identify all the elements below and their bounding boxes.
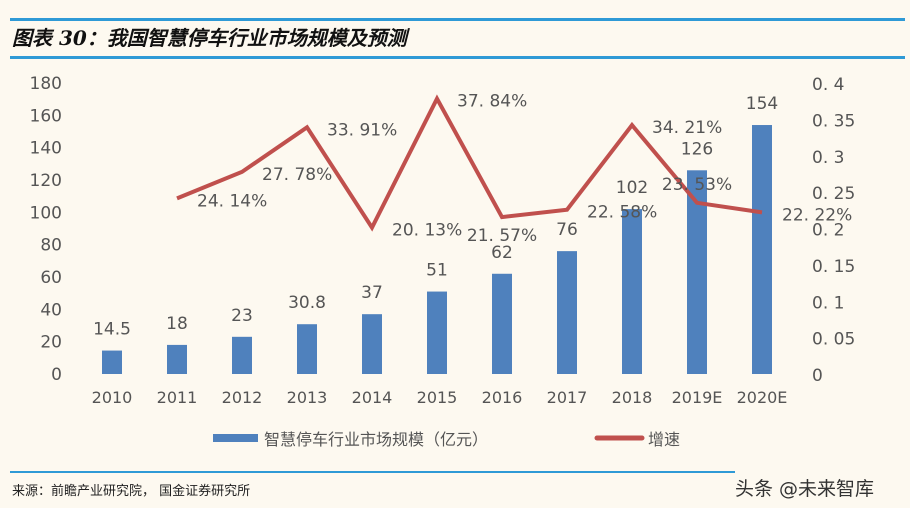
bar-data-label: 126 xyxy=(681,139,713,159)
bar-data-label: 154 xyxy=(746,94,778,114)
x-axis-tick: 2012 xyxy=(222,388,263,407)
bar xyxy=(167,344,187,374)
left-axis-tick: 140 xyxy=(30,139,62,159)
right-axis-tick: 0. 4 xyxy=(812,75,844,95)
line-data-label: 23. 53% xyxy=(662,175,732,195)
bar xyxy=(557,251,577,374)
line-data-label: 24. 14% xyxy=(197,191,267,211)
legend-bar-label: 智慧停车行业市场规模（亿元） xyxy=(264,430,488,449)
left-axis-tick: 60 xyxy=(40,268,62,288)
bar xyxy=(232,336,252,374)
line-data-label: 22. 22% xyxy=(782,205,852,225)
left-axis-tick: 0 xyxy=(51,365,62,385)
x-axis-tick: 2013 xyxy=(287,388,328,407)
bar-data-label: 62 xyxy=(491,243,513,263)
x-axis-tick: 2018 xyxy=(612,388,653,407)
x-axis-tick: 2017 xyxy=(547,388,588,407)
bar-data-label: 14.5 xyxy=(93,320,131,340)
right-axis-tick: 0. 05 xyxy=(812,330,855,350)
left-axis-tick: 120 xyxy=(30,171,62,191)
bar-data-label: 37 xyxy=(361,283,383,303)
line-data-label: 37. 84% xyxy=(457,92,527,112)
line-data-label: 27. 78% xyxy=(262,165,332,185)
right-axis-tick: 0. 3 xyxy=(812,148,844,168)
line-data-label: 21. 57% xyxy=(467,226,537,246)
bar-data-label: 76 xyxy=(556,220,578,240)
bar xyxy=(362,314,382,374)
title-top-rule xyxy=(10,18,905,21)
watermark: 头条 @未来智库 xyxy=(735,478,875,500)
x-axis-tick: 2011 xyxy=(157,388,198,407)
x-axis-tick: 2019E xyxy=(672,388,723,407)
legend-line-label: 增速 xyxy=(648,430,680,449)
chart: 0 20 40 60 80 100 120 140 160 180 0 0. 05 0. 1 0. 15 0… xyxy=(30,74,856,449)
chart-title: 图表 30：我国智慧停车行业市场规模及预测 xyxy=(12,26,407,50)
left-axis-tick: 40 xyxy=(40,300,62,320)
x-axis-tick: 2020E xyxy=(737,388,788,407)
left-axis-tick: 180 xyxy=(30,74,62,94)
right-axis-tick: 0. 15 xyxy=(812,257,855,277)
line-data-label: 33. 91% xyxy=(327,120,397,140)
left-axis-tick: 20 xyxy=(40,333,62,353)
bar xyxy=(752,125,772,375)
line-data-label: 22. 58% xyxy=(587,203,657,223)
bar-data-label: 102 xyxy=(616,178,648,198)
right-axis-tick: 0 xyxy=(812,366,823,386)
title-bottom-rule xyxy=(10,56,905,59)
bar-data-label: 18 xyxy=(166,314,188,334)
bar-data-label: 23 xyxy=(231,306,253,326)
x-axis-tick: 2010 xyxy=(92,388,133,407)
bar xyxy=(622,209,642,374)
bar xyxy=(687,170,707,374)
bar xyxy=(297,324,317,374)
source-note: 来源：前瞻产业研究院， 国金证券研究所 xyxy=(12,484,251,499)
right-axis-tick: 0. 1 xyxy=(812,293,844,313)
x-axis-tick: 2014 xyxy=(352,388,393,407)
bar xyxy=(102,350,122,374)
left-axis-tick: 80 xyxy=(40,236,62,256)
left-axis-tick: 100 xyxy=(30,203,62,223)
line-data-label: 20. 13% xyxy=(392,221,462,241)
x-axis-tick: 2015 xyxy=(417,388,458,407)
legend-bar-swatch xyxy=(213,434,258,442)
x-axis-tick: 2016 xyxy=(482,388,523,407)
line-data-label: 34. 21% xyxy=(652,118,722,138)
right-axis-tick: 0. 35 xyxy=(812,111,855,131)
right-axis-tick: 0. 2 xyxy=(812,221,844,241)
bar xyxy=(492,273,512,374)
footer-rule xyxy=(10,471,735,473)
bar-data-label: 51 xyxy=(426,261,448,281)
bar-data-label: 30.8 xyxy=(288,293,326,313)
left-axis-tick: 160 xyxy=(30,106,62,126)
growth-line xyxy=(176,94,763,232)
bar xyxy=(427,291,447,374)
right-axis-tick: 0. 25 xyxy=(812,184,855,204)
